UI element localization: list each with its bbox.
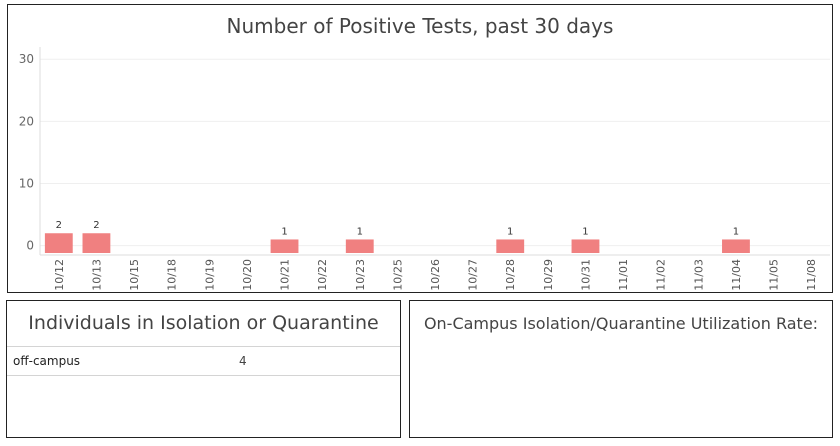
x-tick-label: 11/05 xyxy=(768,259,781,291)
x-tick-label: 10/28 xyxy=(504,259,517,291)
x-tick-label: 11/04 xyxy=(730,259,743,291)
bar xyxy=(345,239,374,253)
x-tick-label: 10/18 xyxy=(166,259,179,291)
y-tick-label: 0 xyxy=(26,239,34,253)
x-tick-label: 10/20 xyxy=(241,259,254,291)
data-label: 1 xyxy=(281,226,287,237)
x-tick-label: 11/03 xyxy=(692,259,705,291)
bar xyxy=(82,233,111,253)
x-tick-label: 10/29 xyxy=(542,259,555,291)
y-tick-label: 30 xyxy=(19,52,34,66)
x-tick-label: 11/02 xyxy=(655,259,668,291)
x-tick-label: 10/31 xyxy=(579,259,592,291)
x-tick-label: 10/15 xyxy=(128,259,141,291)
utilization-title: On-Campus Isolation/Quarantine Utilizati… xyxy=(423,314,819,333)
x-tick-label: 11/01 xyxy=(617,259,630,291)
x-tick-label: 10/13 xyxy=(90,259,103,291)
x-tick-label: 10/26 xyxy=(429,259,442,291)
bar xyxy=(571,239,600,253)
bar xyxy=(44,233,73,253)
bar xyxy=(270,239,299,253)
location-cell: off-campus xyxy=(13,354,81,368)
data-label: 1 xyxy=(357,226,363,237)
data-label: 1 xyxy=(582,226,588,237)
data-label: 1 xyxy=(733,226,739,237)
chart-title: Number of Positive Tests, past 30 days xyxy=(226,14,614,38)
x-tick-label: 10/27 xyxy=(467,259,480,291)
x-tick-label: 10/12 xyxy=(53,259,66,291)
x-tick-label: 11/08 xyxy=(805,259,818,291)
table-row: off-campus 4 xyxy=(7,347,400,375)
bar xyxy=(496,239,525,253)
utilization-rate-panel: On-Campus Isolation/Quarantine Utilizati… xyxy=(409,300,833,438)
y-tick-label: 10 xyxy=(19,177,34,191)
data-label: 2 xyxy=(56,220,62,231)
x-tick-label: 10/22 xyxy=(316,259,329,291)
isolation-table: off-campus 4 xyxy=(7,346,400,376)
count-cell: 4 xyxy=(239,354,247,368)
y-tick-label: 20 xyxy=(19,114,34,128)
x-tick-label: 10/19 xyxy=(203,259,216,291)
bar xyxy=(722,239,750,253)
data-label: 2 xyxy=(93,220,99,231)
x-tick-label: 10/25 xyxy=(391,259,404,291)
x-tick-label: 10/21 xyxy=(279,259,292,291)
positive-tests-chart-panel: Number of Positive Tests, past 30 days 0… xyxy=(7,4,833,293)
x-tick-label: 10/23 xyxy=(354,259,367,291)
isolation-quarantine-panel: Individuals in Isolation or Quarantine o… xyxy=(6,300,401,438)
positive-tests-bar-chart: 0 10 20 30 2 10/12 2 10/13 10/15 10/18 10/19 10/20 1… xyxy=(19,47,830,291)
data-label: 1 xyxy=(507,226,513,237)
isolation-title: Individuals in Isolation or Quarantine xyxy=(28,312,379,334)
